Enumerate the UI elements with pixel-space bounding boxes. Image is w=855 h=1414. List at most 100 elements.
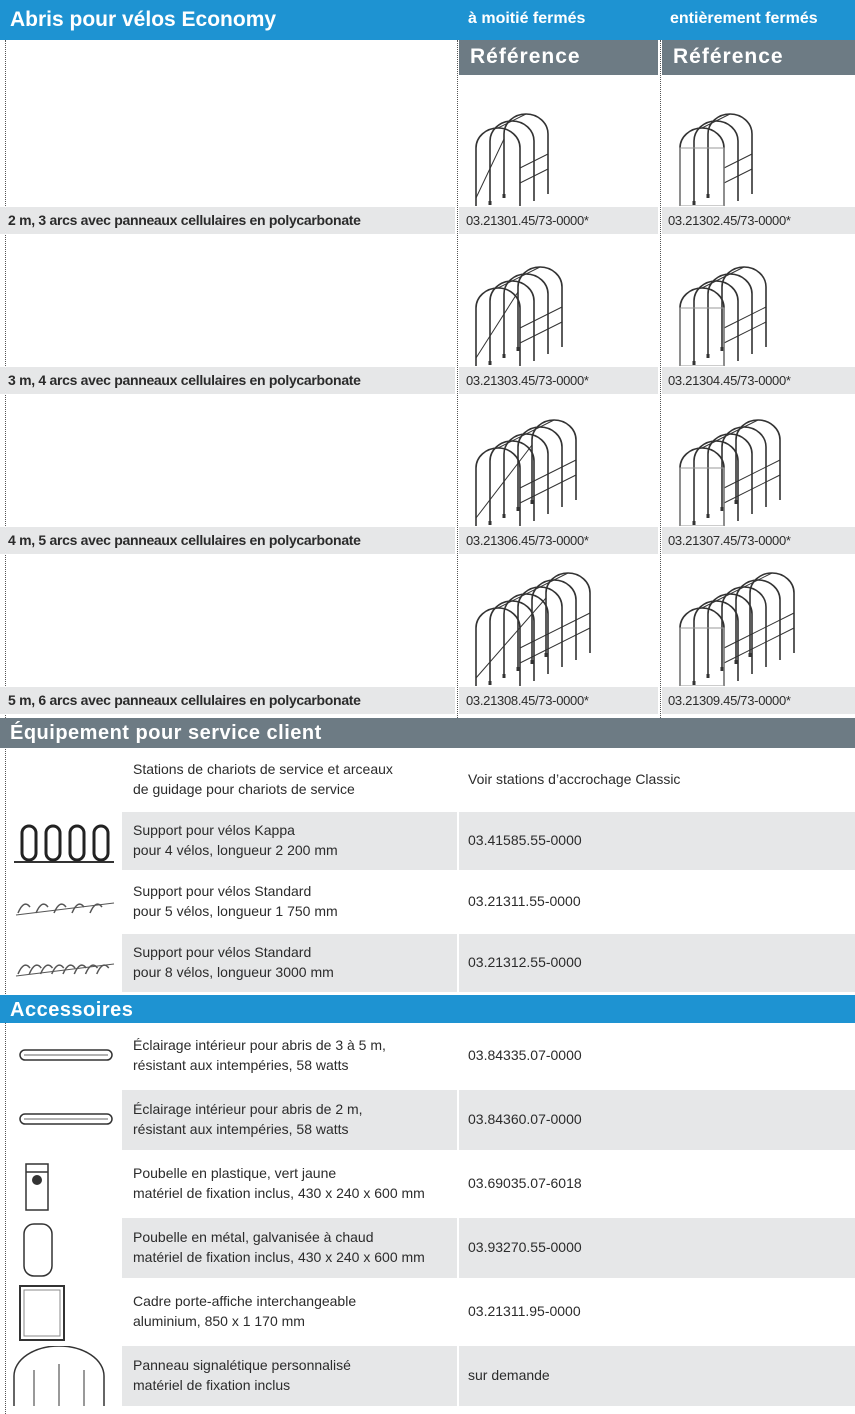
shelter-label: 5 m, 6 arcs avec panneaux cellulaires en… [8,692,361,708]
label-cell [662,207,855,234]
shelter-ref: 03.21308.45/73-0000* [466,693,589,708]
item-reference: sur demande [468,1367,550,1383]
item-description: aluminium, 850 x 1 170 mm [133,1313,305,1329]
shelter-label: 3 m, 4 arcs avec panneaux cellulaires en… [8,372,361,388]
section-title: Équipement pour service client [10,722,322,744]
shelter-ref: 03.21301.45/73-0000* [466,213,589,228]
ref-band [662,40,855,75]
shelter-image [475,572,591,686]
shelter-image [679,266,767,366]
section-band [0,718,855,748]
shelter-ref: 03.21302.45/73-0000* [668,213,791,228]
row-shade [122,812,855,870]
item-description: Support pour vélos Standard [133,944,312,960]
item-icon [15,963,115,977]
row-shade [122,934,855,992]
item-description: Cadre porte-affiche interchangeable [133,1293,357,1309]
item-reference: 03.84335.07-0000 [468,1047,582,1063]
row-shade [122,1346,855,1406]
label-cell [0,207,455,234]
item-description: Poubelle en plastique, vert jaune [133,1165,337,1181]
item-reference: 03.41585.55-0000 [468,832,582,848]
shelter-ref: 03.21306.45/73-0000* [466,533,589,548]
item-icon [15,902,115,916]
shelter-label: 4 m, 5 arcs avec panneaux cellulaires en… [8,532,361,548]
dotted-divider [457,40,458,718]
cell-divider [457,1026,459,1086]
item-reference: Voir stations d’accrochage Classic [468,771,681,787]
item-reference: 03.21311.55-0000 [468,893,581,909]
shelter-image [679,572,795,686]
label-cell [0,687,455,714]
shelter-image [679,113,753,206]
column-header: à moitié fermés [468,10,586,27]
item-reference: 03.84360.07-0000 [468,1111,582,1127]
item-description: matériel de fixation inclus [133,1377,291,1393]
row-shade [122,1090,855,1150]
label-cell [662,687,855,714]
section-band [0,995,855,1023]
ref-header: Référence [470,45,581,68]
item-description: résistant aux intempéries, 58 watts [133,1057,349,1073]
shelter-image [475,266,563,366]
item-description: pour 5 vélos, longueur 1 750 mm [133,903,338,919]
cell-divider [457,1282,459,1342]
dotted-divider [660,40,661,718]
label-cell [459,207,658,234]
cell-divider [457,1346,459,1406]
item-description: de guidage pour chariots de service [133,781,355,797]
item-reference: 03.93270.55-0000 [468,1239,582,1255]
header-title: Abris pour vélos Economy [10,8,277,31]
header-band [0,0,855,40]
item-description: Stations de chariots de service et arcea… [133,761,393,777]
cell-divider [457,751,459,809]
item-description: Support pour vélos Kappa [133,822,295,838]
item-description: résistant aux intempéries, 58 watts [133,1121,349,1137]
item-icon [14,824,114,863]
cell-divider [457,873,459,931]
item-description: Éclairage intérieur pour abris de 2 m, [133,1101,363,1117]
label-cell [0,527,455,554]
item-icon [19,1049,113,1061]
item-description: Support pour vélos Standard [133,883,312,899]
shelter-ref: 03.21307.45/73-0000* [668,533,791,548]
item-description: Panneau signalétique personnalisé [133,1357,351,1373]
item-description: Poubelle en métal, galvanisée à chaud [133,1229,374,1245]
shelter-ref: 03.21304.45/73-0000* [668,373,791,388]
item-icon [19,1285,65,1341]
row-shade [122,1218,855,1278]
shelter-image [475,113,549,206]
shelter-ref: 03.21303.45/73-0000* [466,373,589,388]
item-icon [25,1163,49,1211]
shelter-image [475,419,577,526]
cell-divider [457,934,459,992]
cell-divider [457,1154,459,1214]
item-icon [13,1346,105,1406]
item-description: Éclairage intérieur pour abris de 3 à 5 … [133,1037,386,1053]
label-cell [662,367,855,394]
item-icon [23,1223,53,1277]
section-title: Accessoires [10,999,134,1021]
cell-divider [457,1218,459,1278]
item-reference: 03.21311.95-0000 [468,1303,581,1319]
item-description: pour 8 vélos, longueur 3000 mm [133,964,334,980]
item-description: pour 4 vélos, longueur 2 200 mm [133,842,338,858]
item-description: matériel de fixation inclus, 430 x 240 x… [133,1249,425,1265]
column-header: entièrement fermés [670,10,818,27]
item-reference: 03.21312.55-0000 [468,954,582,970]
label-cell [459,367,658,394]
shelter-label: 2 m, 3 arcs avec panneaux cellulaires en… [8,212,361,228]
shelter-image [679,419,781,526]
label-cell [459,687,658,714]
cell-divider [457,1090,459,1150]
label-cell [459,527,658,554]
label-cell [662,527,855,554]
shelter-ref: 03.21309.45/73-0000* [668,693,791,708]
cell-divider [457,812,459,870]
item-reference: 03.69035.07-6018 [468,1175,582,1191]
ref-band [459,40,658,75]
label-cell [0,367,455,394]
item-icon [19,1113,113,1125]
item-description: matériel de fixation inclus, 430 x 240 x… [133,1185,425,1201]
